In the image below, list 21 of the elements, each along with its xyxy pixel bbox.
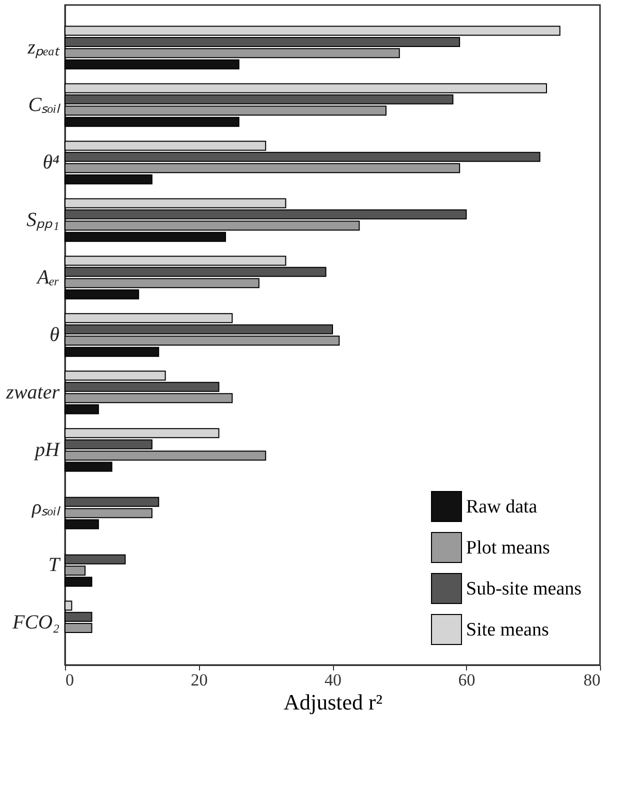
- legend-label: Sub-site means: [466, 578, 582, 600]
- x-tick-label: 40: [324, 670, 342, 690]
- legend-label: Raw data: [466, 496, 538, 518]
- y-tick-label: zₚₑₐₜ: [26, 36, 60, 59]
- y-tick-label: θ⁴: [42, 152, 60, 174]
- y-tick-label: Cₛₒᵢₗ: [28, 94, 62, 116]
- x-axis-title: Adjusted r²: [284, 690, 383, 714]
- y-tick-label: pH: [33, 438, 62, 461]
- legend-label: Plot means: [466, 538, 550, 558]
- x-tick-label: 60: [458, 670, 476, 690]
- y-tick-label: zwater: [5, 381, 60, 404]
- x-tick-label: 20: [190, 670, 208, 690]
- legend-label: Site means: [466, 620, 549, 640]
- y-tick-label: FCO₂: [12, 611, 60, 634]
- x-tick-label: 0: [66, 670, 74, 690]
- y-tick-label: Sₚₚ₁: [26, 209, 60, 232]
- y-tick-label: θ: [50, 324, 60, 346]
- y-tick-label: Aₑᵣ: [35, 266, 60, 289]
- x-tick-label: 80: [584, 670, 600, 690]
- y-tick-label: ρₛₒᵢₗ: [31, 496, 62, 518]
- y-tick-label: T: [48, 554, 62, 576]
